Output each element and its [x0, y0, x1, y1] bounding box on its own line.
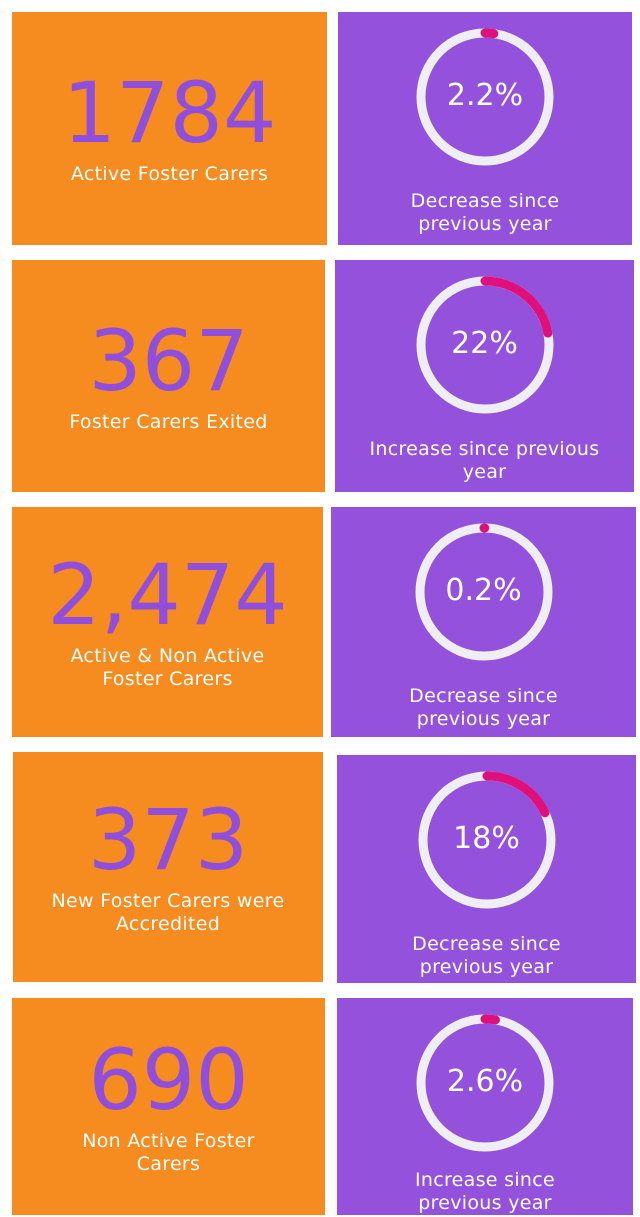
stat-label: New Foster Carers were Accredited — [51, 890, 285, 935]
gauge-percent: 18% — [453, 821, 520, 856]
gauge-percent: 2.2% — [446, 78, 524, 113]
stat-label: Active Foster Carers — [70, 163, 269, 185]
gauge-percent: 22% — [451, 326, 518, 361]
stat-value: 373 — [87, 791, 249, 889]
stat-label: Non Active Foster Carers — [82, 1129, 255, 1175]
gauge: 22% — [414, 274, 556, 416]
change-card: 18% Decrease since previous year — [337, 755, 636, 983]
change-card: 22% Increase since previous year — [335, 260, 634, 492]
gauge-svg — [418, 771, 555, 909]
change-caption: Increase since previous year — [369, 438, 600, 483]
change-card: 2.6% Increase since previous year — [337, 998, 633, 1215]
change-card: 0.2% Decrease since previous year — [331, 507, 636, 737]
change-caption: Decrease since previous year — [410, 190, 560, 235]
gauge-arc — [416, 28, 554, 166]
gauge-percent: 2.6% — [446, 1064, 524, 1099]
gauge: 2.6% — [414, 1012, 556, 1152]
stat-card: 1784 Active Foster Carers — [12, 12, 327, 245]
change-caption: Increase since previous year — [414, 1169, 555, 1214]
gauge-arc — [416, 1014, 554, 1152]
stat-value: 690 — [88, 1030, 249, 1129]
stat-value: 367 — [88, 311, 249, 410]
change-caption: Decrease since previous year — [409, 685, 558, 730]
gauge-arc — [418, 771, 555, 909]
gauge: 0.2% — [413, 521, 555, 663]
gauge: 18% — [416, 769, 558, 911]
gauge-arc — [415, 523, 552, 661]
stat-value: 2,474 — [47, 546, 288, 644]
stat-value: 1784 — [62, 64, 277, 162]
gauge-svg — [416, 1014, 554, 1152]
change-caption: Decrease since previous year — [412, 933, 561, 978]
gauge-arc — [416, 276, 553, 414]
gauge-percent: 0.2% — [445, 573, 522, 608]
stat-label: Foster Carers Exited — [69, 410, 268, 433]
gauge-svg — [416, 276, 553, 414]
change-card: 2.2% Decrease since previous year — [338, 12, 632, 245]
stat-label: Active & Non Active Foster Carers — [70, 645, 265, 690]
stat-card: 373 New Foster Carers were Accredited — [13, 752, 323, 982]
gauge-svg — [416, 28, 554, 166]
gauge: 2.2% — [414, 26, 556, 168]
stat-card: 367 Foster Carers Exited — [12, 260, 325, 492]
stat-card: 690 Non Active Foster Carers — [12, 998, 325, 1215]
gauge-svg — [415, 523, 552, 661]
stat-card: 2,474 Active & Non Active Foster Carers — [12, 507, 323, 737]
